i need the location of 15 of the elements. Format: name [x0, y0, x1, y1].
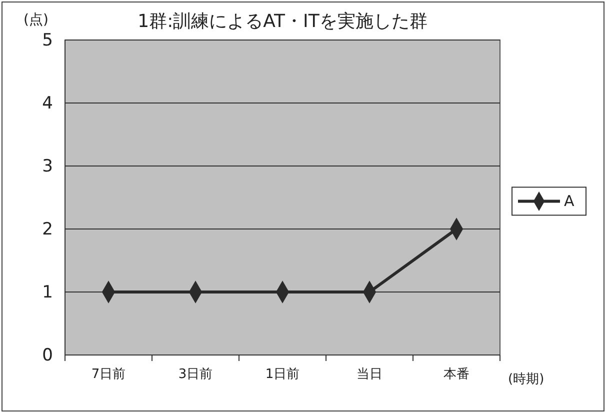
- y-axis-title: (点): [24, 12, 48, 28]
- y-tick-label: 5: [42, 30, 53, 50]
- chart-title: 1群:訓練によるAT・ITを実施した群: [138, 11, 428, 32]
- x-tick-label: 3日前: [178, 367, 213, 382]
- x-tick-label: 1日前: [265, 367, 300, 382]
- y-tick-label: 4: [42, 93, 53, 114]
- y-tick-label: 0: [42, 345, 53, 366]
- x-axis-title: (時期): [508, 372, 544, 387]
- x-tick-label: 当日: [356, 367, 382, 382]
- y-tick-label: 2: [42, 219, 53, 240]
- x-tick-label: 7日前: [91, 367, 126, 382]
- x-tick-label: 本番: [444, 367, 470, 382]
- y-tick-label: 1: [42, 282, 53, 302]
- legend-label: A: [564, 192, 575, 210]
- y-tick-label: 3: [42, 156, 53, 176]
